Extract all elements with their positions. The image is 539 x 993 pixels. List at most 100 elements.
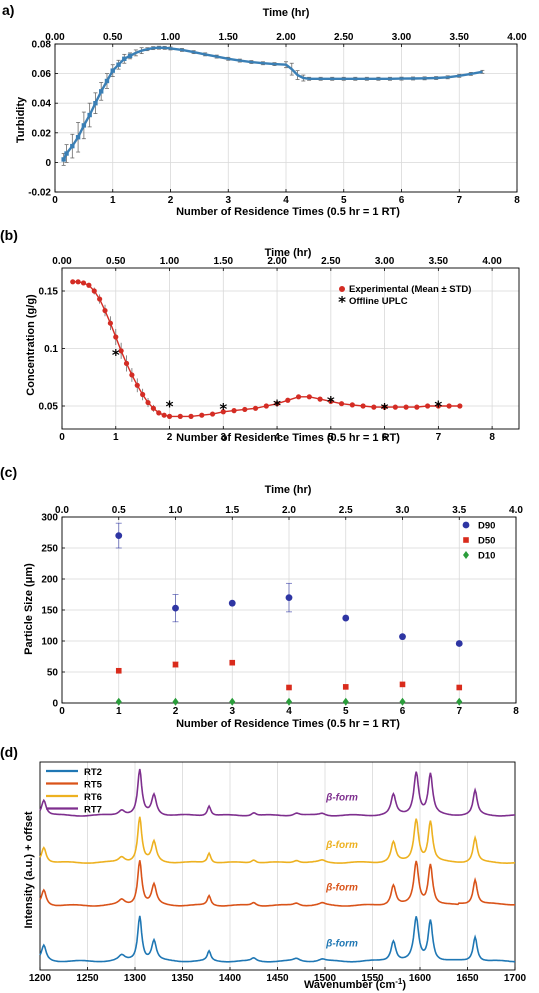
panel-c-d90-point [172, 604, 179, 612]
panel-c-xtick-label: 7 [456, 706, 462, 717]
panel-b-experimental-point [166, 413, 173, 419]
panel-d-rt2-form-label: β-form [325, 938, 358, 949]
panel-d-ylabel: Intensity (a.u.) + offset [23, 811, 35, 928]
panel-a-data-point [122, 56, 127, 61]
panel-d-xtick-label: 1400 [219, 973, 242, 984]
panel-b-experimental-point [70, 279, 76, 285]
panel-a-data-point [87, 112, 92, 118]
panel-a-top-xlabel: Time (hr) [263, 7, 310, 19]
panel-a-top-xtick-label: 1.50 [219, 32, 239, 43]
panel-b-xlabel: Number of Residence Times (0.5 hr = 1 RT… [176, 432, 400, 444]
panel-b-uplc-marker: * [273, 396, 281, 414]
panel-a-xtick-label: 4 [283, 195, 289, 206]
panel-a-xtick-label: 5 [341, 195, 347, 206]
panel-d-xtick-label: 1700 [504, 973, 527, 984]
panel-c-xtick-label: 5 [343, 706, 349, 717]
panel-a-xtick-label: 8 [514, 195, 520, 206]
panel-c-legend: D90 D50 D10 [462, 521, 495, 562]
panel-b-experimental-point [91, 288, 97, 294]
panel-b-xtick-label: 1 [113, 432, 119, 443]
panel-b-experimental-point [134, 382, 140, 388]
panel-d-xlabel-main: Wavenumber (cm [304, 979, 396, 991]
panel-b-experimental-point [306, 394, 312, 400]
panel-d-xtick-label: 1250 [76, 973, 99, 984]
panel-c-legend-d10-label: D10 [478, 551, 495, 562]
panel-b-experimental-point [188, 413, 194, 419]
panel-a-data-point [70, 143, 75, 149]
panel-a-data-point [127, 53, 133, 59]
panel-b-ylabel: Concentration (g/g) [25, 294, 37, 396]
panel-c-xtick-label: 2 [173, 706, 179, 717]
panel-c-xtick-label: 0 [59, 706, 65, 717]
panel-b-experimental-point [263, 403, 269, 409]
panel-b-top-xtick-label: 3.00 [375, 256, 395, 267]
panel-a-ytick-label: 0.02 [32, 128, 52, 139]
panel-b-experimental-point [414, 404, 420, 410]
panel-c-top-xtick-label: 1.0 [169, 505, 183, 516]
panel-b-experimental-point [274, 401, 280, 407]
panel-b-experimental-point [75, 279, 81, 285]
panel-b-top-xtick-label: 1.50 [214, 256, 234, 267]
panel-c-d50-point [115, 667, 122, 674]
panel-b-top-xtick-label: 0.50 [106, 256, 126, 267]
panel-c-top-xtick-label: 1.5 [225, 505, 239, 516]
panel-c-legend-d90-label: D90 [478, 521, 495, 532]
panel-c-top-xtick-label: 3.5 [452, 505, 466, 516]
panel-c-xtick-label: 1 [116, 706, 122, 717]
panel-c-d90-point [399, 633, 406, 641]
panel-b-experimental-point [371, 404, 377, 410]
panel-c-d50-point [229, 659, 236, 666]
panel-b-uplc-marker: * [219, 400, 227, 418]
panel-b-experimental-point [209, 411, 216, 417]
panel-b-top-xlabel: Time (hr) [265, 247, 312, 259]
panel-b-experimental-point [150, 405, 156, 411]
panel-c-xlabel: Number of Residence Times (0.5 hr = 1 RT… [176, 718, 400, 730]
panel-b-experimental-point [295, 394, 302, 400]
panel-c-legend-d90-symbol [462, 521, 470, 529]
panel-a-top-xtick-label: 1.00 [161, 32, 181, 43]
panel-b-uplc-marker: * [112, 346, 120, 364]
panel-c-ytick-label: 200 [41, 575, 58, 586]
panel-a-data-point [116, 62, 121, 67]
panel-b-experimental-point [177, 413, 183, 419]
panel-c-d50-point [456, 684, 463, 691]
panel-b-xtick-label: 6 [382, 432, 388, 443]
panel-c-d90-point [115, 532, 123, 539]
panel-c-d90-point [285, 594, 293, 601]
panel-c-ytick-label: 50 [47, 668, 59, 679]
panel-c-d10-point [456, 697, 463, 706]
panel-a-top-xtick-label: 2.00 [276, 32, 296, 43]
panel-b-experimental-point [129, 372, 135, 378]
panel-d-xtick-label: 1300 [124, 973, 147, 984]
panel-c-d50-point [399, 681, 406, 688]
panel-a-ylabel: Turbidity [15, 96, 27, 143]
panel-a-xtick-label: 2 [168, 195, 174, 206]
panel-c-legend-d50-symbol [463, 537, 469, 543]
panel-c-top-xtick-label: 0.0 [55, 505, 69, 516]
panel-d-xtick-label: 1600 [409, 973, 432, 984]
panel-a-top-xtick-label: 3.50 [450, 32, 470, 43]
panel-b-experimental-point [80, 280, 87, 286]
panel-a-top-xtick-label: 4.00 [507, 32, 527, 43]
panel-a-ytick-label: 0.06 [32, 69, 52, 80]
panel-a-data-point [104, 78, 110, 84]
panel-b-top-xtick-label: 1.00 [160, 256, 180, 267]
panel-a-top-xtick-label: 0.00 [45, 32, 65, 43]
panel-c-d10-point [286, 697, 292, 706]
panel-a-xtick-label: 1 [110, 195, 116, 206]
panel-b-xtick-label: 5 [328, 432, 334, 443]
panel-a-label: a) [2, 2, 14, 18]
panel-b-experimental-point [328, 398, 334, 404]
panel-d-legend-rt6-label: RT6 [84, 792, 102, 803]
panel-c-d50-point [286, 684, 292, 691]
panel-c-top-xtick-label: 2.0 [282, 505, 296, 516]
panel-b-experimental-line [72, 281, 460, 418]
panel-b-top-xtick-label: 4.00 [482, 256, 502, 267]
panel-b-experimental-point [242, 406, 248, 413]
panel-b-xtick-label: 4 [274, 432, 280, 443]
panel-a-data-point [64, 151, 69, 156]
panel-b-experimental-point [97, 296, 103, 302]
panel-b-uplc-marker: * [381, 400, 389, 418]
panel-c-ytick-label: 0 [52, 699, 58, 710]
